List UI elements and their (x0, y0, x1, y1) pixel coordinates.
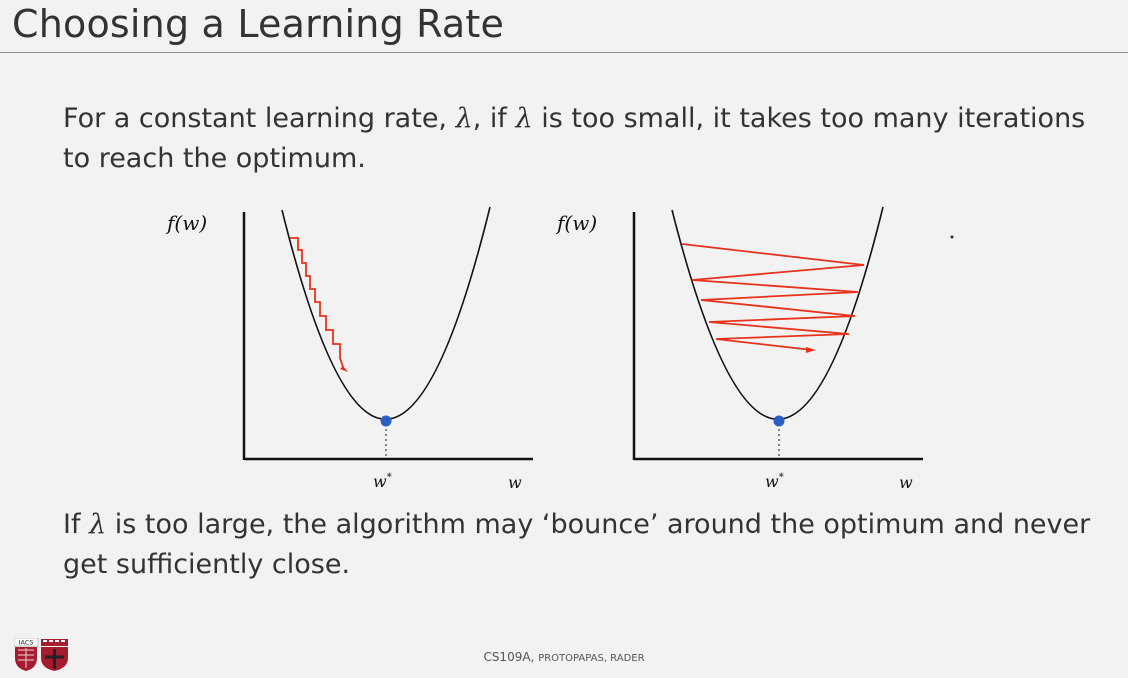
lambda-symbol: λ (89, 509, 107, 540)
para2-text-a: If (63, 509, 90, 540)
y-axis-label: f(w) (165, 211, 207, 235)
loss-curve (671, 206, 884, 421)
footer-credit: CS109A, Protopapas, Rader (0, 650, 1128, 664)
optimum-label: w* (765, 472, 784, 491)
para1-text-a: For a constant learning rate, (63, 103, 456, 134)
para1-text-b: , if (472, 103, 516, 134)
para1-text-c: is too small, it takes too many iteratio… (63, 103, 1086, 174)
bouncing-steps-path (681, 243, 865, 351)
bouncing-steps-arrowhead (806, 347, 816, 353)
footer-authors: Protopapas, Rader (538, 653, 645, 664)
optimum-label: w* (373, 472, 392, 491)
loss-curve (281, 206, 491, 421)
small-steps-path (290, 237, 345, 371)
large-rate-diagram: f(w) w* w (555, 206, 954, 492)
title-divider (0, 52, 1128, 53)
paragraph-large-rate: If λ is too large, the algorithm may ‘bo… (63, 505, 1103, 585)
y-axis-label: f(w) (555, 211, 597, 235)
lambda-symbol: λ (455, 103, 473, 134)
paragraph-small-rate: For a constant learning rate, λ, if λ is… (63, 99, 1103, 179)
harvard-iacs-logo: IACS (14, 638, 68, 671)
x-axis-label: w (508, 473, 522, 492)
small-steps-arrowhead (340, 366, 348, 372)
footer-course: CS109A, (483, 650, 539, 664)
optimum-point (380, 415, 392, 427)
small-rate-diagram: f(w) w* w (165, 206, 533, 492)
svg-text:IACS: IACS (19, 639, 34, 647)
slide-title: Choosing a Learning Rate (12, 2, 505, 46)
x-axis-label: w (899, 473, 913, 492)
lambda-symbol: λ (515, 103, 533, 134)
para2-text-b: is too large, the algorithm may ‘bounce’… (63, 509, 1091, 580)
optimum-point (773, 415, 785, 427)
stray-dot (950, 235, 954, 239)
